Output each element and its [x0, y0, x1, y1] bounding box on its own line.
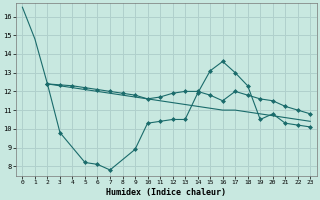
X-axis label: Humidex (Indice chaleur): Humidex (Indice chaleur)	[106, 188, 226, 197]
